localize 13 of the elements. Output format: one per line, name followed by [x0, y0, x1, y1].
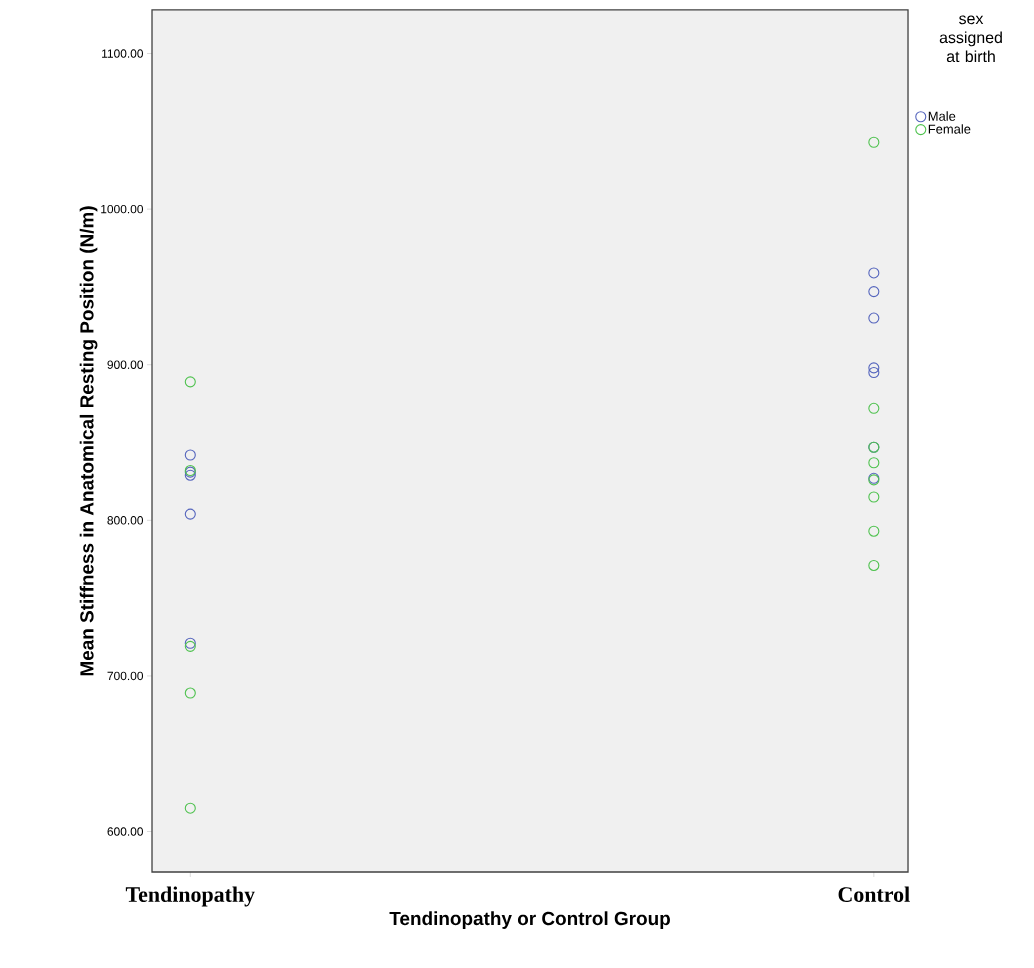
y-axis-title: Mean Stiffness in Anatomical Resting Position (N/m) — [79, 206, 98, 676]
x-axis-title: Tendinopathy or Control Group — [389, 911, 670, 929]
y-tick-label: 700.00 — [107, 671, 144, 681]
y-tick-label: 800.00 — [107, 516, 144, 525]
legend-label: Female — [928, 124, 971, 134]
y-tick-label: 600.00 — [107, 827, 144, 836]
y-tick-label: 900.00 — [107, 360, 144, 369]
legend-label: Male — [928, 111, 956, 121]
x-tick-label: Tendinopathy — [125, 886, 255, 907]
x-tick-label: Control — [838, 886, 910, 902]
y-tick-label: 1000.00 — [101, 204, 144, 214]
y-tick-label: 1100.00 — [102, 49, 144, 58]
legend-title: sex assigned at birth — [939, 15, 1002, 63]
